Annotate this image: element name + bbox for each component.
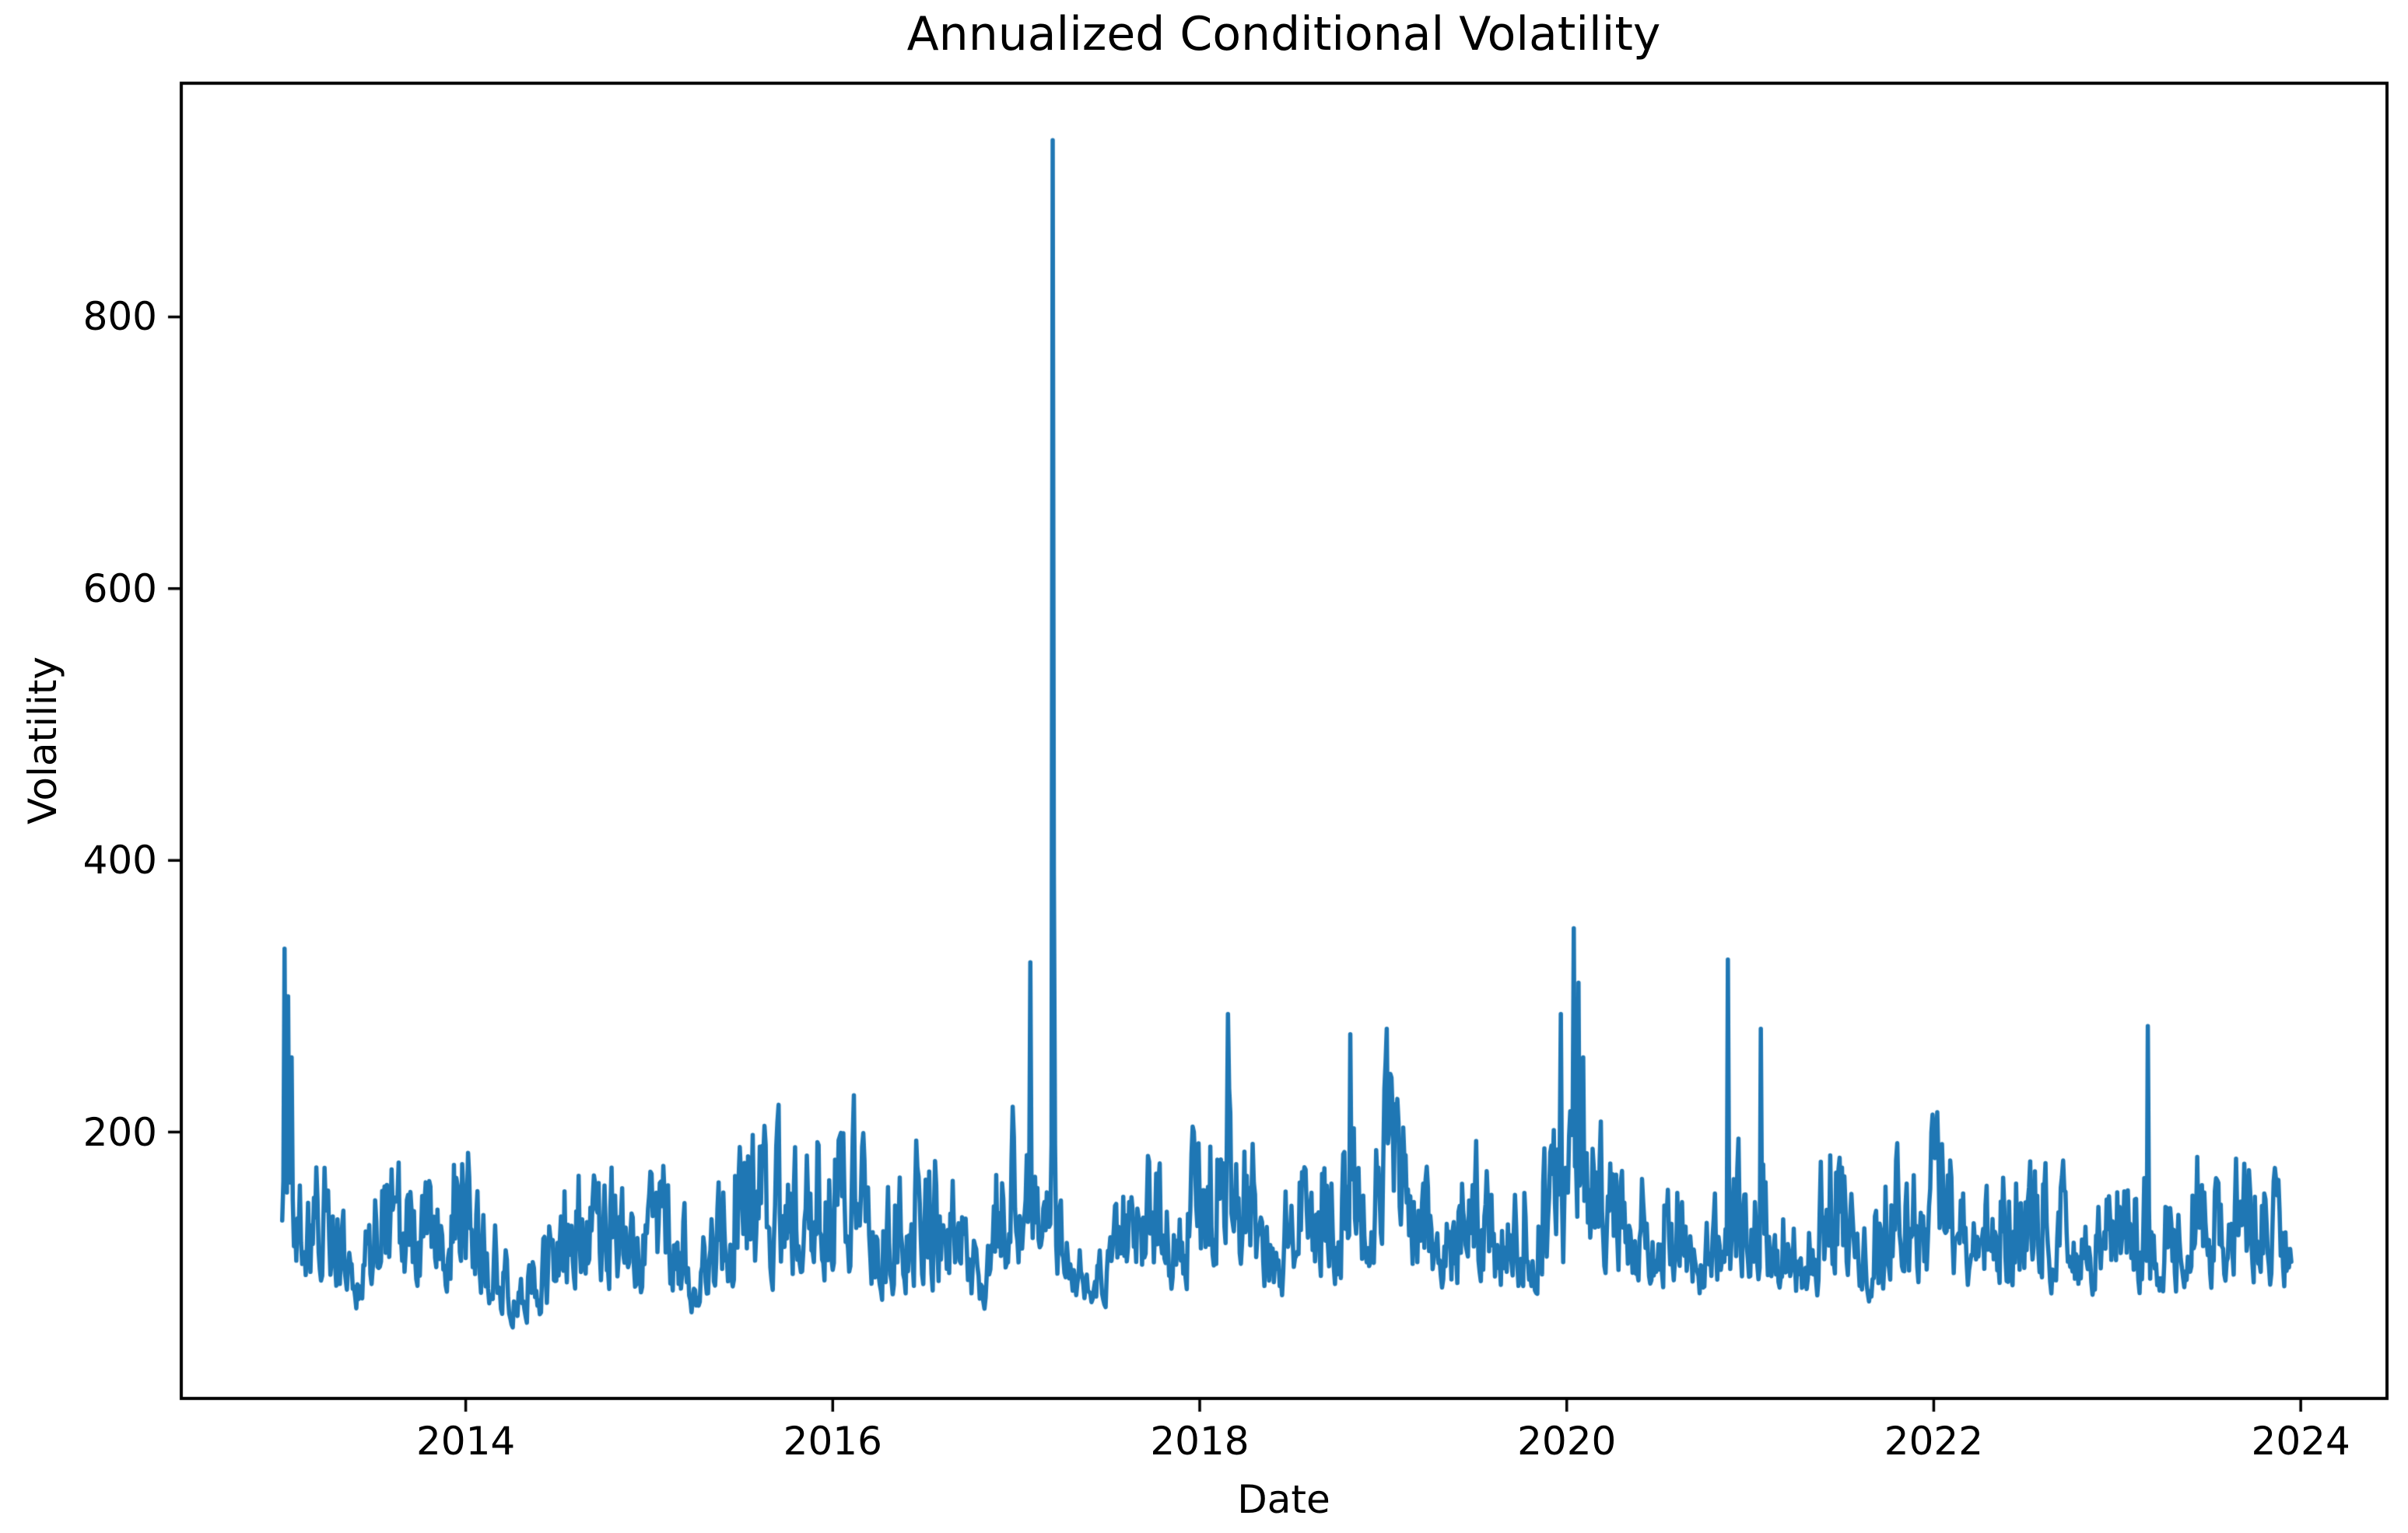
x-tick-label: 2022 bbox=[1884, 1419, 1984, 1464]
x-axis-label: Date bbox=[1237, 1477, 1330, 1522]
x-tick-label: 2020 bbox=[1517, 1419, 1617, 1464]
y-axis-label: Volatility bbox=[20, 656, 65, 824]
y-tick-label: 800 bbox=[82, 294, 157, 340]
x-tick-label: 2024 bbox=[2251, 1419, 2350, 1464]
x-tick-label: 2014 bbox=[415, 1419, 516, 1464]
y-tick-label: 600 bbox=[82, 565, 157, 611]
y-tick-label: 400 bbox=[82, 838, 157, 884]
chart-title: Annualized Conditional Volatility bbox=[906, 7, 1661, 61]
x-tick-label: 2018 bbox=[1150, 1419, 1250, 1464]
x-tick-label: 2016 bbox=[783, 1419, 882, 1464]
y-tick-label: 200 bbox=[82, 1109, 157, 1155]
